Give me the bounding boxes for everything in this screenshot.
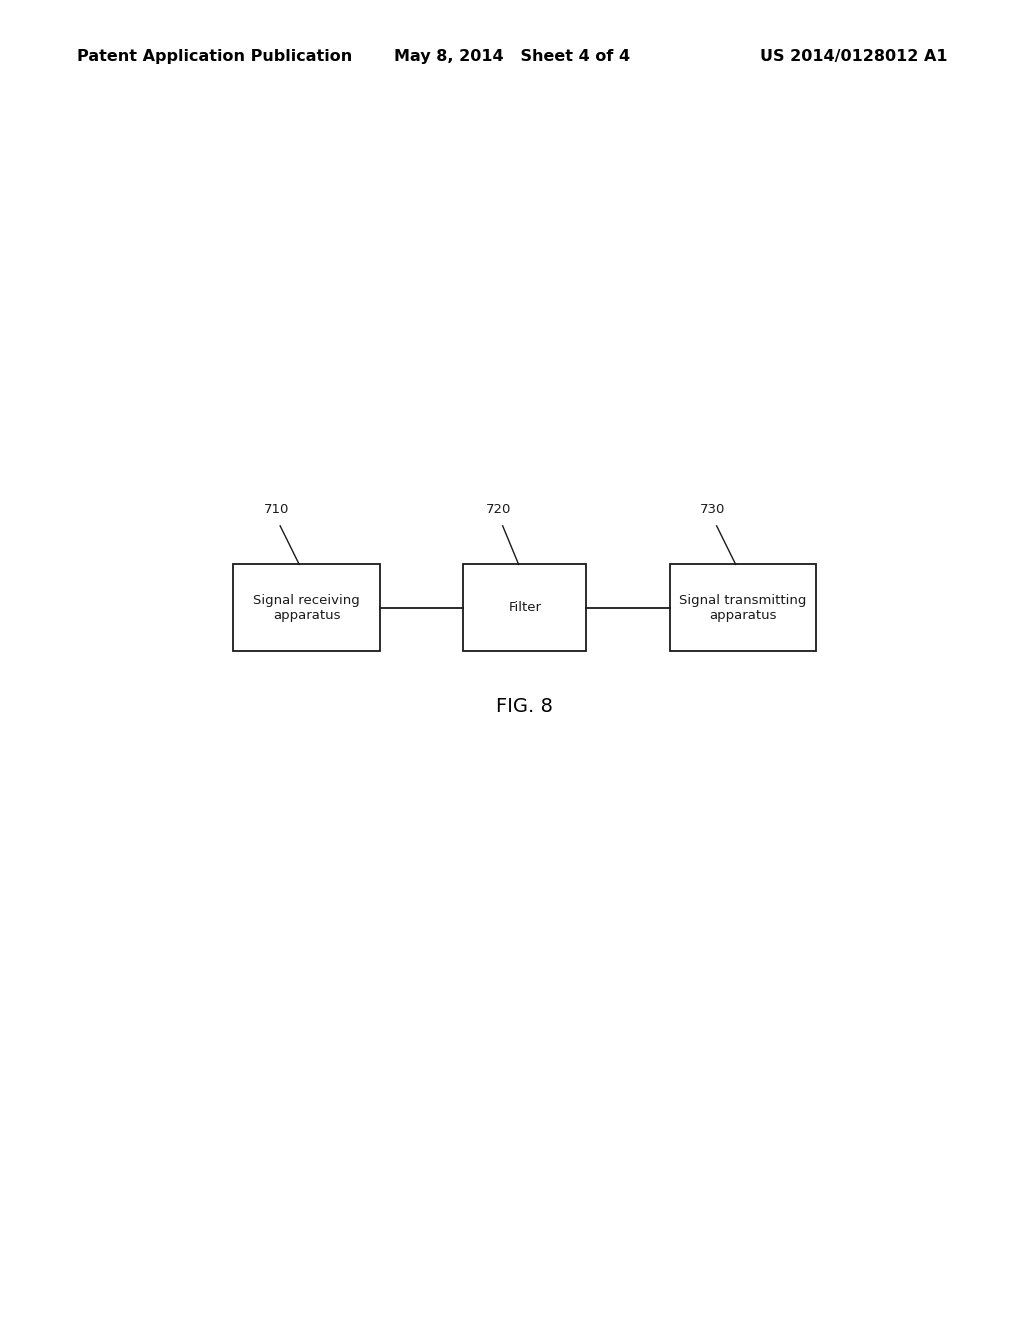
Text: Patent Application Publication: Patent Application Publication [77,49,352,65]
Bar [463,565,587,651]
Text: 710: 710 [263,503,289,516]
Text: Filter: Filter [508,601,542,614]
Text: Signal receiving
apparatus: Signal receiving apparatus [253,594,359,622]
Bar [670,565,816,651]
Bar [233,565,380,651]
Text: US 2014/0128012 A1: US 2014/0128012 A1 [760,49,947,65]
Text: FIG. 8: FIG. 8 [497,697,553,717]
Text: 730: 730 [700,503,725,516]
Text: 720: 720 [486,503,511,516]
Text: May 8, 2014   Sheet 4 of 4: May 8, 2014 Sheet 4 of 4 [394,49,630,65]
Text: Signal transmitting
apparatus: Signal transmitting apparatus [679,594,807,622]
